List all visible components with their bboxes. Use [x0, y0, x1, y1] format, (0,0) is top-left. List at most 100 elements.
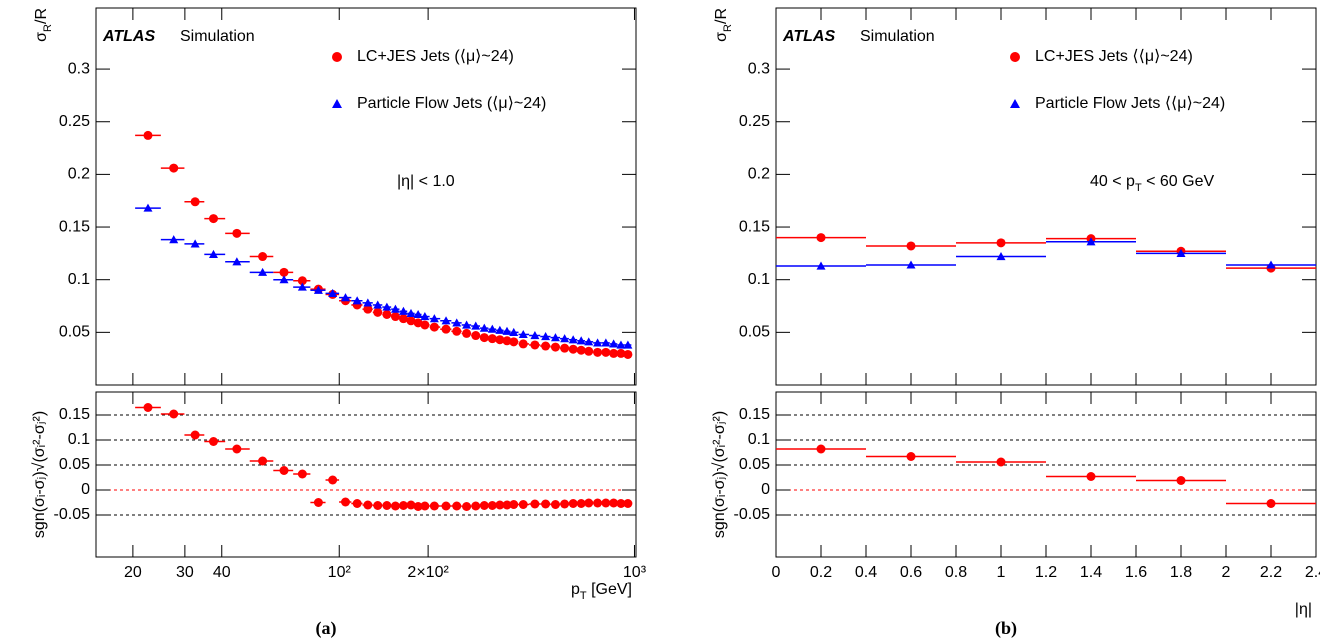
marker [550, 333, 560, 342]
x-tick-label: 2 [1222, 564, 1231, 581]
marker [373, 300, 383, 309]
marker [509, 327, 519, 336]
y-tick-label: 0.1 [68, 271, 90, 288]
marker [398, 501, 408, 510]
y-axis-title-part: σ [33, 32, 50, 42]
y-tick-label: 0.05 [59, 324, 90, 341]
marker [576, 345, 586, 355]
plot-frame [775, 391, 1317, 558]
marker [232, 228, 242, 238]
marker [479, 323, 489, 332]
marker [297, 276, 307, 286]
marker [530, 499, 540, 509]
marker [568, 335, 578, 344]
legend-label: Particle Flow Jets (⟨μ⟩~24) [357, 95, 546, 112]
marker [616, 340, 626, 349]
marker [502, 336, 512, 346]
marker [487, 334, 497, 344]
experiment-label: ATLAS [782, 28, 835, 45]
marker [584, 346, 594, 356]
marker [568, 344, 578, 354]
y-axis-title: σR/R [713, 8, 734, 42]
x-tick-label: 2×10² [407, 564, 449, 581]
marker [593, 338, 603, 347]
x-tick-label: 40 [213, 564, 231, 581]
y-tick-label: 0.1 [68, 431, 90, 448]
marker [208, 249, 218, 259]
y-tick-label: 0.05 [739, 324, 770, 341]
marker [518, 339, 528, 349]
marker [996, 252, 1006, 261]
marker [541, 499, 551, 509]
marker [169, 235, 179, 244]
experiment-sublabel: Simulation [180, 28, 255, 45]
marker [143, 203, 153, 212]
marker [495, 325, 505, 334]
marker [471, 321, 481, 330]
marker [398, 306, 408, 315]
x-axis-title-part: T [580, 590, 587, 602]
marker [190, 239, 200, 248]
marker [190, 430, 200, 440]
marker [623, 349, 633, 359]
marker [208, 437, 218, 446]
y-axis-title: sgn(σᵢ-σⱼ)√(σᵢ²-σⱼ²) [31, 411, 48, 538]
marker [462, 328, 472, 338]
annotation-part: |η| < 1.0 [397, 173, 455, 190]
marker [530, 340, 540, 350]
marker [452, 501, 462, 511]
marker [593, 347, 603, 357]
marker [996, 238, 1006, 248]
experiment-sublabel: Simulation [860, 28, 935, 45]
marker [398, 314, 408, 324]
marker [313, 498, 323, 507]
x-tick-label: 30 [176, 564, 194, 581]
marker [452, 326, 462, 336]
y-tick-label: 0.15 [739, 406, 770, 423]
marker [584, 498, 594, 508]
y-axis-title-part: σ [713, 32, 730, 42]
marker [502, 326, 512, 335]
marker [406, 500, 416, 510]
legend-marker [332, 52, 342, 62]
marker [1176, 248, 1186, 257]
x-tick-label: 2.4 [1305, 564, 1320, 581]
x-tick-label: 0.8 [945, 564, 967, 581]
y-axis-title: sgn(σᵢ-σⱼ)√(σᵢ²-σⱼ²) [711, 411, 728, 538]
marker [297, 469, 307, 479]
marker [560, 343, 570, 353]
x-tick-label: 20 [124, 564, 142, 581]
annotation-part: T [1135, 182, 1142, 194]
marker [560, 499, 570, 509]
marker [441, 324, 451, 334]
y-tick-label: 0.3 [68, 60, 90, 77]
marker [487, 501, 497, 510]
marker [487, 324, 497, 333]
marker [190, 197, 200, 207]
marker [340, 497, 350, 507]
marker [576, 336, 586, 345]
x-tick-label: 0.4 [855, 564, 877, 581]
marker [471, 331, 481, 341]
legend-label: LC+JES Jets (⟨μ⟩~24) [357, 48, 514, 65]
marker [1086, 237, 1096, 246]
marker [352, 296, 362, 305]
y-tick-label: 0.3 [748, 60, 770, 77]
marker [479, 333, 489, 343]
marker [373, 307, 383, 317]
plot-frame [95, 7, 637, 386]
marker [550, 342, 560, 352]
y-tick-label: 0.25 [59, 113, 90, 130]
marker [593, 498, 603, 508]
marker [541, 332, 551, 341]
marker [584, 337, 594, 346]
marker [429, 314, 439, 323]
y-tick-label: 0.05 [59, 456, 90, 473]
legend-marker [332, 99, 342, 108]
marker [576, 499, 586, 508]
marker [429, 501, 439, 511]
marker [340, 293, 350, 302]
marker [906, 452, 916, 461]
marker [328, 475, 338, 485]
